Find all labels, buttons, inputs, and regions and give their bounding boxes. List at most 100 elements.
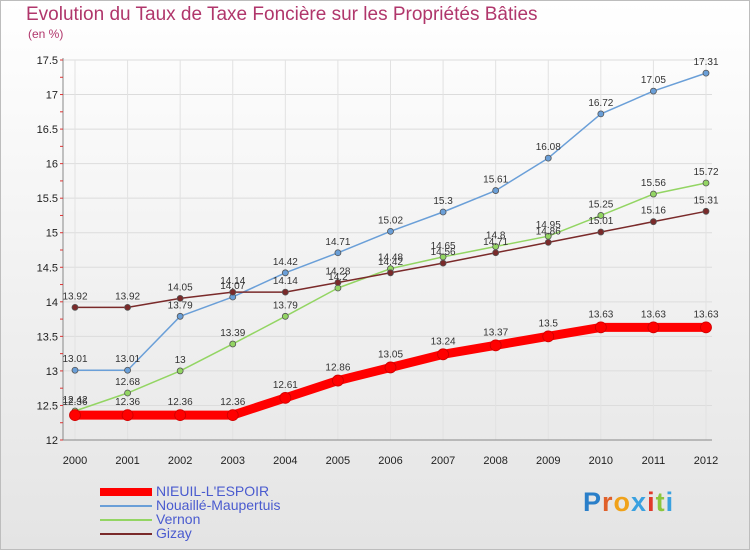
x-tick-label-2008: 2008 xyxy=(483,455,507,467)
point-1-2003 xyxy=(229,340,237,348)
data-label-3-2005: 12.86 xyxy=(325,363,350,374)
point-0-2009 xyxy=(544,154,552,162)
data-label-0-2012: 17.31 xyxy=(693,57,718,68)
y-tick-labels: 12 12.5 13 13.5 14 14.5 15 15.5 16 16.5 17 17.5 xyxy=(37,55,58,447)
data-label-0-2001: 13.01 xyxy=(115,354,140,365)
x-tick-label-2010: 2010 xyxy=(589,455,613,467)
data-label-2-2006: 14.42 xyxy=(378,257,403,268)
data-label-0-2009: 16.08 xyxy=(536,142,561,153)
data-label-0-2006: 15.02 xyxy=(378,215,403,226)
proxiti-logo: Proxiti xyxy=(583,487,674,518)
y-tick-label-3: 13.5 xyxy=(37,331,58,343)
data-label-1-2006: 14.48 xyxy=(378,253,403,264)
data-label-0-2000: 13.01 xyxy=(62,354,87,365)
x-tick-label-2000: 2000 xyxy=(63,455,87,467)
point-2-2009 xyxy=(544,238,552,246)
data-label-0-2002: 13.79 xyxy=(168,300,193,311)
point-1-2002 xyxy=(176,367,184,375)
data-label-0-2010: 16.72 xyxy=(588,98,613,109)
logo-letter-0: P xyxy=(583,487,603,517)
y-tick-label-9: 16.5 xyxy=(37,124,58,136)
chart-subtitle: (en %) xyxy=(28,27,64,41)
data-label-1-2002: 13 xyxy=(175,355,187,366)
point-3-2001 xyxy=(121,409,134,422)
x-tick-label-2007: 2007 xyxy=(431,455,455,467)
point-3-2007 xyxy=(437,348,449,361)
point-3-2010 xyxy=(594,321,607,334)
point-1-2001 xyxy=(124,389,131,397)
data-label-0-2003: 14.07 xyxy=(220,281,245,292)
point-2-2005 xyxy=(334,279,342,286)
data-label-1-2012: 15.72 xyxy=(693,167,718,178)
point-0-2007 xyxy=(439,208,447,216)
y-tick-label-10: 17 xyxy=(46,90,58,102)
line-chart: 2000 2001 2002 2003 2004 2005 2006 2007 2008 2009… xyxy=(37,55,719,467)
point-2-2007 xyxy=(439,259,447,267)
data-label-2-2012: 15.31 xyxy=(693,195,718,206)
logo-letter-5: t xyxy=(655,487,666,517)
point-3-2009 xyxy=(542,330,555,343)
data-label-3-2000: 12.36 xyxy=(62,397,87,408)
data-label-2-2010: 15.01 xyxy=(588,216,613,227)
data-label-2-2002: 14.05 xyxy=(168,282,193,293)
point-0-2004 xyxy=(281,269,289,277)
point-2-2000 xyxy=(71,303,79,311)
data-label-2-2004: 14.14 xyxy=(273,276,298,287)
legend-swatch-vernon xyxy=(100,519,152,521)
y-tick-label-11: 17.5 xyxy=(37,55,58,67)
x-tick-label-2005: 2005 xyxy=(326,455,350,467)
point-1-2004 xyxy=(281,312,289,320)
data-label-1-2004: 13.79 xyxy=(273,300,298,311)
x-tick-label-2006: 2006 xyxy=(378,455,402,467)
logo-letter-2: o xyxy=(613,487,632,517)
data-label-3-2011: 13.63 xyxy=(641,309,666,320)
point-0-2006 xyxy=(387,227,394,235)
point-2-2001 xyxy=(124,303,131,311)
x-tick-label-2001: 2001 xyxy=(115,455,139,467)
point-2-2003 xyxy=(229,288,237,296)
y-tick-label-1: 12.5 xyxy=(37,400,58,412)
point-1-2010 xyxy=(597,212,605,219)
data-labels: 13.01 13.01 13.79 14.07 14.42 14.71 15.02 15.31… xyxy=(62,57,718,408)
legend-label-gizay: Gizay xyxy=(156,525,192,541)
point-3-2012 xyxy=(700,321,712,334)
data-label-1-2010: 15.25 xyxy=(588,199,613,210)
data-label-0-2008: 15.61 xyxy=(483,175,508,186)
point-2-2012 xyxy=(702,207,710,215)
axes xyxy=(60,58,712,441)
data-label-3-2002: 12.36 xyxy=(168,397,193,408)
data-label-2-2011: 15.16 xyxy=(641,206,666,217)
data-label-1-2008: 14.8 xyxy=(486,231,506,242)
point-3-2002 xyxy=(174,409,187,422)
data-label-1-2003: 13.39 xyxy=(220,328,245,339)
point-0-2010 xyxy=(597,110,605,118)
point-2-2010 xyxy=(597,228,605,236)
point-2-2004 xyxy=(281,288,289,296)
data-label-3-2006: 13.05 xyxy=(378,349,403,360)
legend-label-nieuil: NIEUIL-L'ESPOIR xyxy=(156,483,270,499)
data-label-2-2007: 14.56 xyxy=(431,247,456,258)
point-2-2002 xyxy=(176,294,184,302)
data-label-3-2010: 13.63 xyxy=(588,309,613,320)
x-tick-label-2004: 2004 xyxy=(273,455,297,467)
y-tick-label-7: 15.5 xyxy=(37,193,58,205)
chart-title: Evolution du Taux de Taxe Foncière sur l… xyxy=(26,4,538,25)
data-label-3-2007: 13.24 xyxy=(431,336,456,347)
point-0-2000 xyxy=(71,366,79,374)
point-2-2006 xyxy=(387,269,394,277)
data-label-3-2008: 13.37 xyxy=(483,327,508,338)
data-label-2-2009: 14.86 xyxy=(536,226,561,237)
data-label-3-2003: 12.36 xyxy=(220,397,245,408)
x-tick-label-2002: 2002 xyxy=(168,455,192,467)
data-label-1-2001: 12.68 xyxy=(115,377,140,388)
data-label-1-2007: 14.65 xyxy=(431,241,456,252)
x-tick-labels: 2000 2001 2002 2003 2004 2005 2006 2007 2008 2009… xyxy=(63,455,718,467)
logo-letter-4: i xyxy=(647,487,656,517)
data-label-2-2005: 14.28 xyxy=(325,266,350,277)
legend-swatch-nouaille xyxy=(100,505,152,507)
data-label-0-2005: 14.71 xyxy=(325,237,350,248)
point-1-2011 xyxy=(650,190,657,198)
legend-swatch-nieuil xyxy=(100,488,152,496)
data-label-3-2012: 13.63 xyxy=(693,309,718,320)
point-0-2008 xyxy=(492,187,500,194)
